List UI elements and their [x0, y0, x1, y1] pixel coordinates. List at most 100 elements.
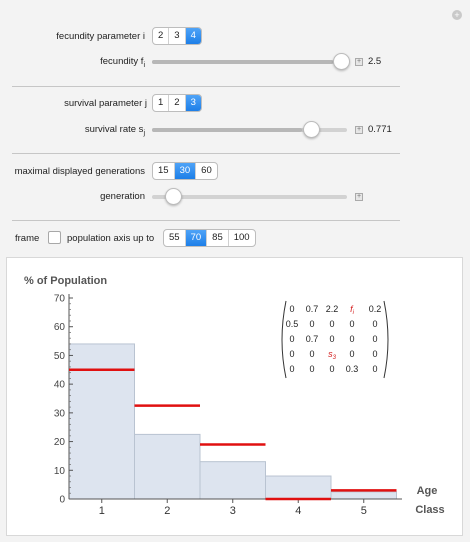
survival-slider-label-sub: j	[143, 129, 145, 137]
bar-age-class-5	[330, 491, 397, 500]
chart-panel: % of Population 0 10 20 30 40 50 60 70 1 2 3 4 5 Age Cl…	[6, 257, 463, 536]
survival-parameter-label: survival parameter j	[64, 98, 147, 109]
frame-label: frame	[15, 233, 40, 244]
fecundity-value: 2.5	[368, 56, 382, 67]
matrix-cell: 0	[372, 319, 377, 329]
fecundity-slider-track[interactable]	[152, 60, 347, 64]
y-tick-label: 40	[54, 380, 66, 391]
survival-slider-label-main: survival rate s	[84, 124, 144, 135]
population-axis-label: population axis up to	[67, 233, 155, 244]
matrix-cell: 0	[329, 319, 334, 329]
population-axis-option-85[interactable]: 85	[207, 230, 229, 246]
leslie-matrix: 0 0.7 2.2 fi 0.2 0.5 0 0 0 0 0 0.7 0 0 0 0 0 s3 0 0 0 0 0 0.3 0	[281, 300, 389, 379]
add-icon[interactable]: +	[452, 10, 462, 20]
fecundity-slider-label-main: fecundity f	[100, 56, 144, 67]
survival-option-2[interactable]: 2	[169, 95, 186, 111]
matrix-cell: 0	[349, 319, 354, 329]
fecundity-slider-label: fecundity fi	[20, 56, 145, 69]
survival-option-1[interactable]: 1	[153, 95, 170, 111]
x-tick-label: 4	[295, 505, 301, 517]
x-tick-label: 2	[164, 505, 170, 517]
y-tick-label: 70	[54, 294, 66, 305]
fecundity-option-4[interactable]: 4	[185, 28, 201, 44]
matrix-left-bracket	[281, 300, 287, 379]
matrix-cell: 0	[309, 349, 314, 359]
matrix-cell: 0	[349, 334, 354, 344]
fecundity-slider-fill	[152, 60, 334, 64]
survival-expand-icon[interactable]: +	[355, 126, 363, 134]
matrix-cell: 0	[329, 334, 334, 344]
survival-value: 0.771	[368, 124, 392, 135]
matrix-cell: 0	[289, 364, 294, 374]
fecundity-option-3[interactable]: 3	[169, 28, 186, 44]
y-tick-label: 20	[54, 437, 66, 448]
generations-option-60[interactable]: 60	[201, 165, 212, 176]
bar-age-class-2	[134, 433, 201, 500]
generation-slider-label: generation	[100, 191, 145, 202]
generations-selector: 15 30 60	[152, 162, 218, 180]
matrix-cell: 2.2	[326, 304, 339, 314]
survival-slider-label: survival rate sj	[20, 124, 145, 137]
matrix-cell: 0	[372, 349, 377, 359]
x-tick-label: 3	[230, 505, 236, 517]
fecundity-parameter-selector: 2 3 4	[152, 27, 202, 45]
matrix-cell-subscript: i	[353, 310, 355, 316]
x-axis-label-line1: Age	[417, 485, 438, 497]
fecundity-expand-icon[interactable]: +	[355, 58, 363, 66]
frame-checkbox[interactable]	[48, 231, 61, 244]
fecundity-slider-thumb[interactable]	[333, 53, 350, 70]
population-axis-option-55[interactable]: 55	[164, 230, 186, 246]
y-tick-label: 0	[59, 495, 65, 506]
generation-slider-thumb[interactable]	[165, 188, 182, 205]
matrix-cell: 0.7	[306, 304, 319, 314]
x-axis-label-line2: Class	[415, 504, 444, 516]
y-tick-label: 30	[54, 408, 66, 419]
matrix-cell: 0	[349, 349, 354, 359]
matrix-cell: 0	[289, 349, 294, 359]
population-axis-selector: 55 70 85 100	[163, 229, 256, 247]
fecundity-parameter-label: fecundity parameter i	[56, 31, 145, 42]
survival-slider-track[interactable]	[152, 128, 347, 132]
matrix-cell: 0	[372, 334, 377, 344]
x-tick-label: 5	[361, 505, 367, 517]
bar-age-class-3	[199, 461, 266, 500]
population-axis-option-100[interactable]: 100	[233, 232, 250, 243]
matrix-cell: s3	[328, 349, 337, 361]
matrix-right-bracket	[383, 300, 389, 379]
population-axis-option-70[interactable]: 70	[185, 230, 208, 246]
generations-label: maximal displayed generations	[14, 166, 145, 177]
matrix-cell: 0.7	[306, 334, 319, 344]
generation-expand-icon[interactable]: +	[355, 193, 363, 201]
x-tick-label: 1	[99, 505, 105, 517]
matrix-cell: 0	[289, 334, 294, 344]
matrix-cell: 0.2	[369, 304, 382, 314]
survival-option-3[interactable]: 3	[185, 95, 201, 111]
separator	[12, 220, 400, 221]
separator	[12, 86, 400, 87]
y-tick-label: 10	[54, 466, 66, 477]
matrix-cell: 0.5	[286, 319, 299, 329]
bar-age-class-1	[68, 343, 135, 500]
survival-slider-thumb[interactable]	[303, 121, 320, 138]
matrix-cell: 0	[309, 319, 314, 329]
fecundity-slider-label-sub: i	[143, 61, 145, 69]
matrix-cell: 0.3	[346, 364, 359, 374]
separator	[12, 153, 400, 154]
matrix-cell: 0	[372, 364, 377, 374]
generations-option-15[interactable]: 15	[153, 163, 175, 179]
matrix-cell: fi	[350, 304, 355, 316]
matrix-cell: 0	[309, 364, 314, 374]
y-tick-label: 50	[54, 351, 66, 362]
survival-slider-fill	[152, 128, 303, 132]
matrix-cell-subscript: 3	[333, 355, 337, 361]
matrix-cell: 0	[329, 364, 334, 374]
generations-option-30[interactable]: 30	[174, 163, 197, 179]
fecundity-option-2[interactable]: 2	[153, 28, 170, 44]
matrix-cell: 0	[289, 304, 294, 314]
generation-slider-track[interactable]	[152, 195, 347, 199]
bar-age-class-4	[265, 475, 332, 500]
y-tick-label: 60	[54, 322, 66, 333]
survival-parameter-selector: 1 2 3	[152, 94, 202, 112]
y-axis-label: % of Population	[24, 275, 107, 287]
